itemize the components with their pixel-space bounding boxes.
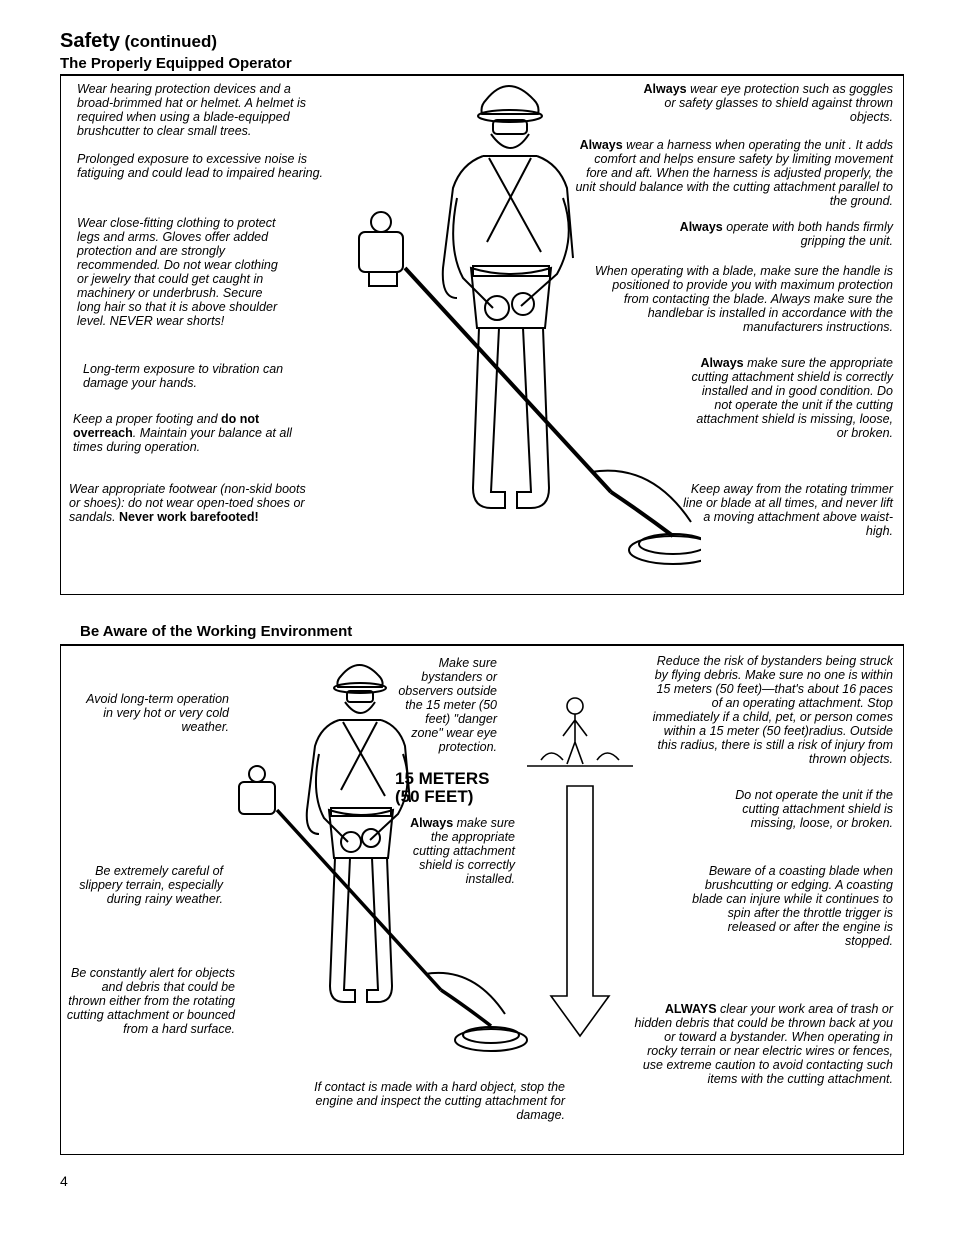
sec1-left-6: Wear appropriate footwear (non-skid boot… — [69, 482, 313, 524]
sec1-right-3: Always operate with both hands firmly gr… — [669, 220, 893, 248]
sec2-mid-1: Make sure bystanders or observers outsid… — [391, 656, 497, 754]
dist-line1: 15 METERS — [395, 770, 489, 788]
header: Safety (continued) The Properly Equipped… — [60, 30, 904, 75]
header-title: Safety — [60, 30, 120, 52]
sec1-left-1: Wear hearing protection devices and a br… — [77, 82, 323, 138]
distance-label: 15 METERS (50 FEET) — [395, 770, 489, 806]
sec1-r3a: Always — [680, 220, 723, 234]
sec1-left-2: Prolonged exposure to excessive noise is… — [77, 152, 323, 180]
section2-box: Avoid long-term operation in very hot or… — [60, 645, 904, 1155]
bystander-arrow-illustration — [521, 686, 671, 1046]
sec1-left-3: Wear close-fitting clothing to protect l… — [77, 216, 283, 328]
sec1-r1a: Always — [644, 82, 687, 96]
section1-box: Wear hearing protection devices and a br… — [60, 75, 904, 595]
sec2-right-2: Do not operate the unit if the cutting a… — [711, 788, 893, 830]
sec1-r1b: wear eye protection such as goggles or s… — [664, 82, 893, 124]
sec1-left-4: Long-term exposure to vibration can dama… — [83, 362, 299, 390]
section1-subtitle: The Properly Equipped Operator — [60, 55, 904, 72]
sec1-left-5: Keep a proper footing and do not overrea… — [73, 412, 313, 454]
sec1-right-5: Always make sure the appropriate cutting… — [683, 356, 893, 440]
dist-line2: (50 FEET) — [395, 788, 489, 806]
sec2-r4a: ALWAYS — [665, 1002, 717, 1016]
sec2-left-3: Be constantly alert for objects and debr… — [65, 966, 235, 1036]
section2-subtitle: Be Aware of the Working Environment — [80, 623, 904, 640]
sec1-r5a: Always — [701, 356, 744, 370]
sec2-mid-2: Always make sure the appropriate cutting… — [395, 816, 515, 886]
sec1-l6b: Never work barefooted! — [119, 510, 259, 524]
sec2-m2a: Always — [410, 816, 453, 830]
header-continued: (continued) — [124, 32, 217, 51]
sec1-right-6: Keep away from the rotating trimmer line… — [677, 482, 893, 538]
sec1-right-4: When operating with a blade, make sure t… — [593, 264, 893, 334]
sec1-l5a: Keep a proper footing and — [73, 412, 221, 426]
sec1-right-1: Always wear eye protection such as goggl… — [639, 82, 893, 124]
sec2-left-1: Avoid long-term operation in very hot or… — [81, 692, 229, 734]
sec2-right-1: Reduce the risk of bystanders being stru… — [651, 654, 893, 766]
sec1-right-2: Always wear a harness when operating the… — [573, 138, 893, 208]
sec1-r3b: operate with both hands firmly gripping … — [723, 220, 893, 248]
sec2-right-4: ALWAYS clear your work area of trash or … — [633, 1002, 893, 1086]
sec1-r2a: Always — [580, 138, 623, 152]
sec1-r2b: wear a harness when operating the unit .… — [575, 138, 893, 208]
page-container: Safety (continued) The Properly Equipped… — [0, 0, 954, 1209]
sec2-right-3: Beware of a coasting blade when brushcut… — [687, 864, 893, 948]
page-number: 4 — [60, 1173, 904, 1189]
sec2-bottom-1: If contact is made with a hard object, s… — [309, 1080, 565, 1122]
sec2-left-2: Be extremely careful of slippery terrain… — [75, 864, 223, 906]
